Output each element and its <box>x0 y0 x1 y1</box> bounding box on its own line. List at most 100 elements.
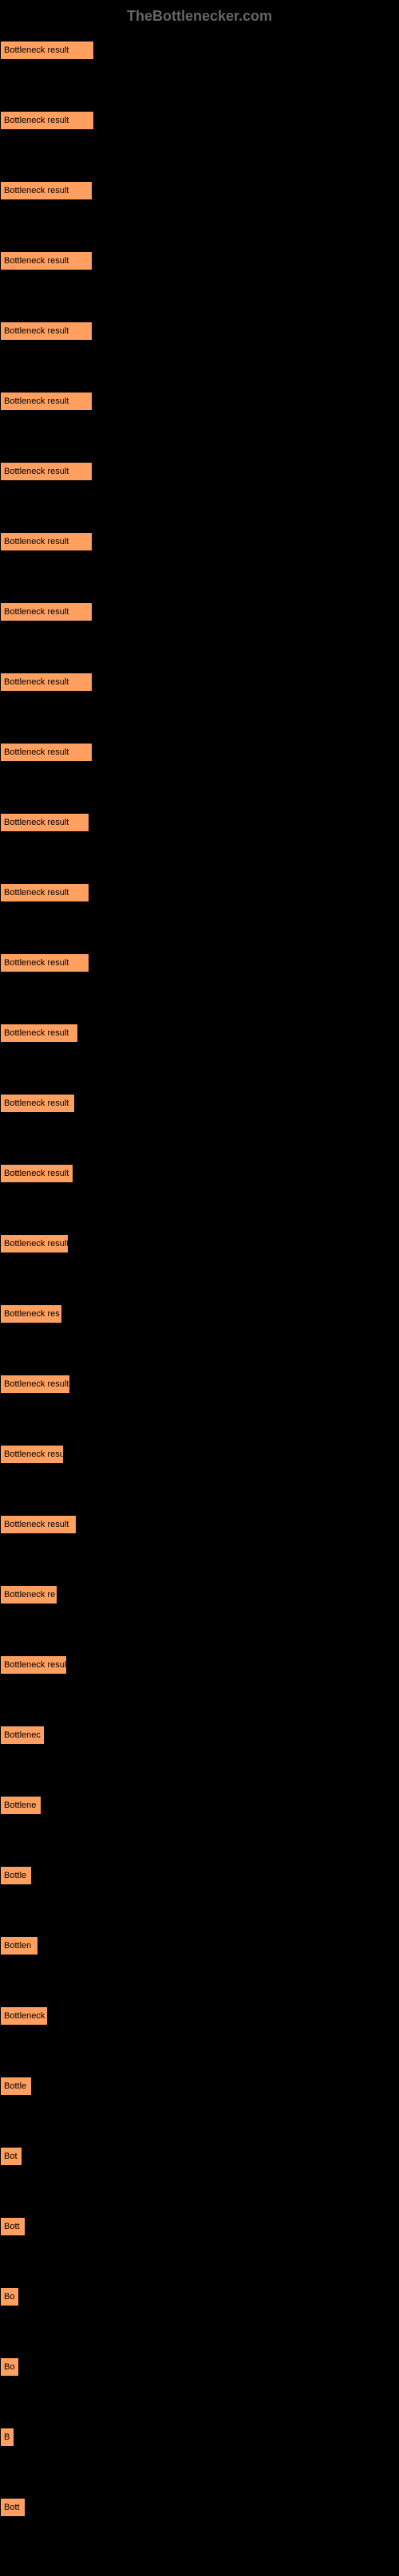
bottleneck-bar: Bo <box>0 2287 19 2306</box>
bottleneck-bar: Bottleneck resu <box>0 1445 64 1464</box>
bar-row: Bottleneck result <box>0 1164 399 1183</box>
bar-label: Bottleneck resul <box>4 1660 66 1670</box>
bar-label: Bottleneck result <box>4 748 69 757</box>
bar-label: Bottlenec <box>4 1730 41 1740</box>
bar-row: Bottleneck result <box>0 251 399 270</box>
bar-label: Bottleneck result <box>4 537 69 546</box>
bar-label: B <box>4 2432 10 2442</box>
bar-row: Bottleneck result <box>0 1375 399 1394</box>
bar-row: Bottleneck result <box>0 1515 399 1534</box>
bottleneck-bar: Bottleneck result <box>0 1164 73 1183</box>
bottleneck-bar: Bottleneck re <box>0 1585 57 1604</box>
bottleneck-bar: Bottleneck result <box>0 1094 75 1113</box>
bar-row: Bottleneck result <box>0 743 399 762</box>
bar-row: Bottleneck result <box>0 322 399 341</box>
bottleneck-bar: Bottleneck resul <box>0 1655 67 1675</box>
bar-row: Bottleneck result <box>0 673 399 692</box>
bottleneck-bar: Bottleneck res <box>0 1304 62 1324</box>
bar-row: Bottleneck result <box>0 1094 399 1113</box>
bar-row: Bottlene <box>0 1796 399 1815</box>
bottleneck-bar: Bottleneck result <box>0 1024 78 1043</box>
bar-label: Bottlene <box>4 1801 36 1810</box>
bottleneck-bar: Bottleneck result <box>0 953 89 972</box>
bottleneck-bar: Bottlenec <box>0 1726 45 1745</box>
bar-label: Bottleneck result <box>4 186 69 195</box>
bottleneck-bar: Bot <box>0 2147 22 2166</box>
bar-row: Bottleneck resu <box>0 1445 399 1464</box>
bar-row: Bott <box>0 2217 399 2236</box>
bar-row: Bottleneck result <box>0 1234 399 1253</box>
bar-label: Bottleneck result <box>4 1169 69 1178</box>
bar-label: Bott <box>4 2503 20 2512</box>
bottleneck-bar: Bott <box>0 2217 26 2236</box>
bottleneck-bar: Bottleneck result <box>0 743 93 762</box>
bottleneck-bar: Bottleneck result <box>0 111 94 130</box>
bottleneck-bar: Bottle <box>0 2077 32 2096</box>
bar-row: Bottleneck result <box>0 1024 399 1043</box>
bottleneck-bar: Bottleneck result <box>0 462 93 481</box>
bar-label: Bottleneck result <box>4 1379 69 1389</box>
bottleneck-bar: Bottleneck result <box>0 602 93 621</box>
bottleneck-bar: Bottleneck result <box>0 181 93 200</box>
bottleneck-bar: Bottleneck result <box>0 883 89 902</box>
bar-row: Bo <box>0 2357 399 2377</box>
bottleneck-bar: Bottleneck result <box>0 813 89 832</box>
bottleneck-bar: Bottlen <box>0 1936 38 1955</box>
bar-row: Bott <box>0 2498 399 2517</box>
bar-label: Bottleneck result <box>4 467 69 476</box>
bar-label: Bot <box>4 2152 18 2161</box>
bottleneck-bar: Bottlene <box>0 1796 41 1815</box>
bar-label: Bottleneck result <box>4 1520 69 1529</box>
bar-row: Bottleneck <box>0 2006 399 2026</box>
bottleneck-bar: Bott <box>0 2498 26 2517</box>
bottleneck-bar: Bottleneck result <box>0 251 93 270</box>
bar-row: Bo <box>0 2287 399 2306</box>
bottleneck-bar: B <box>0 2428 14 2447</box>
bar-row: Bottleneck result <box>0 462 399 481</box>
bottleneck-bar: Bo <box>0 2357 19 2377</box>
bar-label: Bottleneck re <box>4 1590 55 1600</box>
bar-label: Bottleneck result <box>4 1099 69 1108</box>
bar-row: Bot <box>0 2147 399 2166</box>
bar-row: Bottlenec <box>0 1726 399 1745</box>
bar-label: Bottleneck result <box>4 1239 69 1249</box>
bar-row: Bottlen <box>0 1936 399 1955</box>
bottleneck-bar: Bottleneck result <box>0 1375 70 1394</box>
bottleneck-bar: Bottle <box>0 1866 32 1885</box>
bar-label: Bottleneck res <box>4 1309 60 1319</box>
bar-row: Bottleneck result <box>0 392 399 411</box>
bar-label: Bottleneck result <box>4 677 69 687</box>
bar-row: B <box>0 2428 399 2447</box>
bar-label: Bottle <box>4 2081 26 2091</box>
bottleneck-bar: Bottleneck result <box>0 322 93 341</box>
bar-label: Bottleneck <box>4 2011 45 2021</box>
bar-row: Bottleneck result <box>0 41 399 60</box>
bar-label: Bottleneck resu <box>4 1450 64 1459</box>
bar-row: Bottleneck result <box>0 181 399 200</box>
bar-label: Bottleneck result <box>4 607 69 617</box>
bottleneck-bar: Bottleneck <box>0 2006 48 2026</box>
bar-label: Bo <box>4 2362 14 2372</box>
bar-label: Bottleneck result <box>4 1028 69 1038</box>
site-header: TheBottlenecker.com <box>0 0 399 33</box>
bar-label: Bottleneck result <box>4 818 69 827</box>
bar-label: Bottleneck result <box>4 326 69 336</box>
bar-label: Bottleneck result <box>4 116 69 125</box>
bar-row: Bottle <box>0 2077 399 2096</box>
bottleneck-bar: Bottleneck result <box>0 673 93 692</box>
bar-label: Bottleneck result <box>4 45 69 55</box>
bar-row: Bottleneck result <box>0 883 399 902</box>
bar-label: Bott <box>4 2222 20 2231</box>
bottleneck-bar: Bottleneck result <box>0 1234 69 1253</box>
bar-label: Bottle <box>4 1871 26 1880</box>
bar-row: Bottleneck res <box>0 1304 399 1324</box>
bottleneck-bar: Bottleneck result <box>0 41 94 60</box>
bar-row: Bottleneck re <box>0 1585 399 1604</box>
bar-label: Bo <box>4 2292 14 2302</box>
bar-row: Bottleneck result <box>0 953 399 972</box>
bar-row: Bottle <box>0 1866 399 1885</box>
bar-row: Bottleneck result <box>0 813 399 832</box>
bar-label: Bottleneck result <box>4 958 69 968</box>
bar-row: Bottleneck result <box>0 602 399 621</box>
bottleneck-bar: Bottleneck result <box>0 392 93 411</box>
